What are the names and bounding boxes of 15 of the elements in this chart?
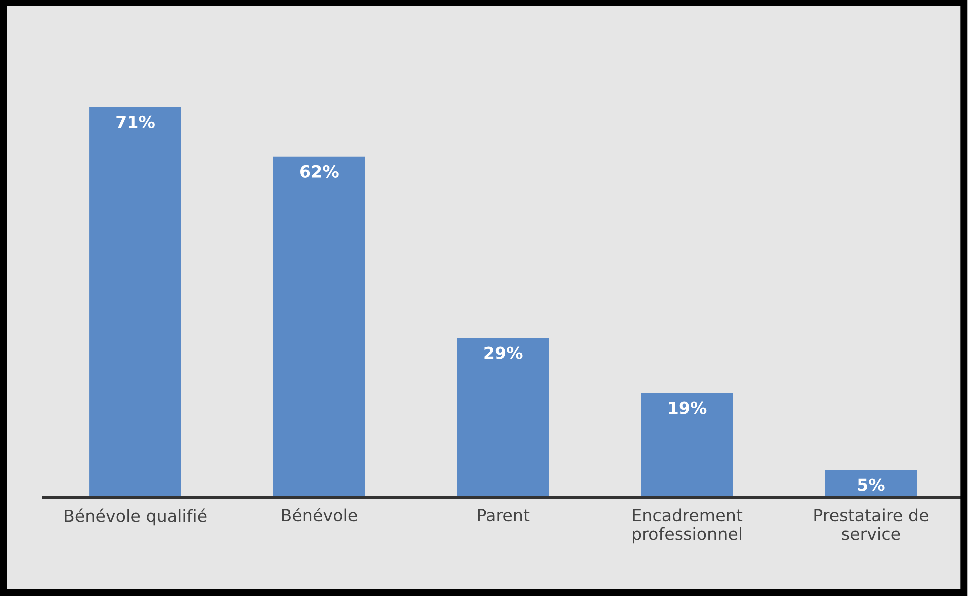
x-tick-label: Parent (478, 509, 530, 522)
bar (641, 393, 734, 498)
x-tick-label: Bénévole qualifié (65, 508, 207, 526)
data-label: 29% (484, 346, 523, 360)
x-tick-label: Prestataire de service (814, 508, 928, 540)
data-label: 19% (669, 402, 707, 414)
data-label: 62% (300, 165, 339, 178)
data-label: 5% (858, 478, 885, 492)
x-tick-label: Encadrement professionnel (633, 508, 743, 544)
bar (90, 107, 182, 498)
data-label: 71% (116, 116, 155, 129)
bar (457, 338, 550, 498)
bar (273, 156, 366, 498)
bar (825, 470, 918, 498)
x-tick-label: Bénévole (282, 508, 358, 522)
